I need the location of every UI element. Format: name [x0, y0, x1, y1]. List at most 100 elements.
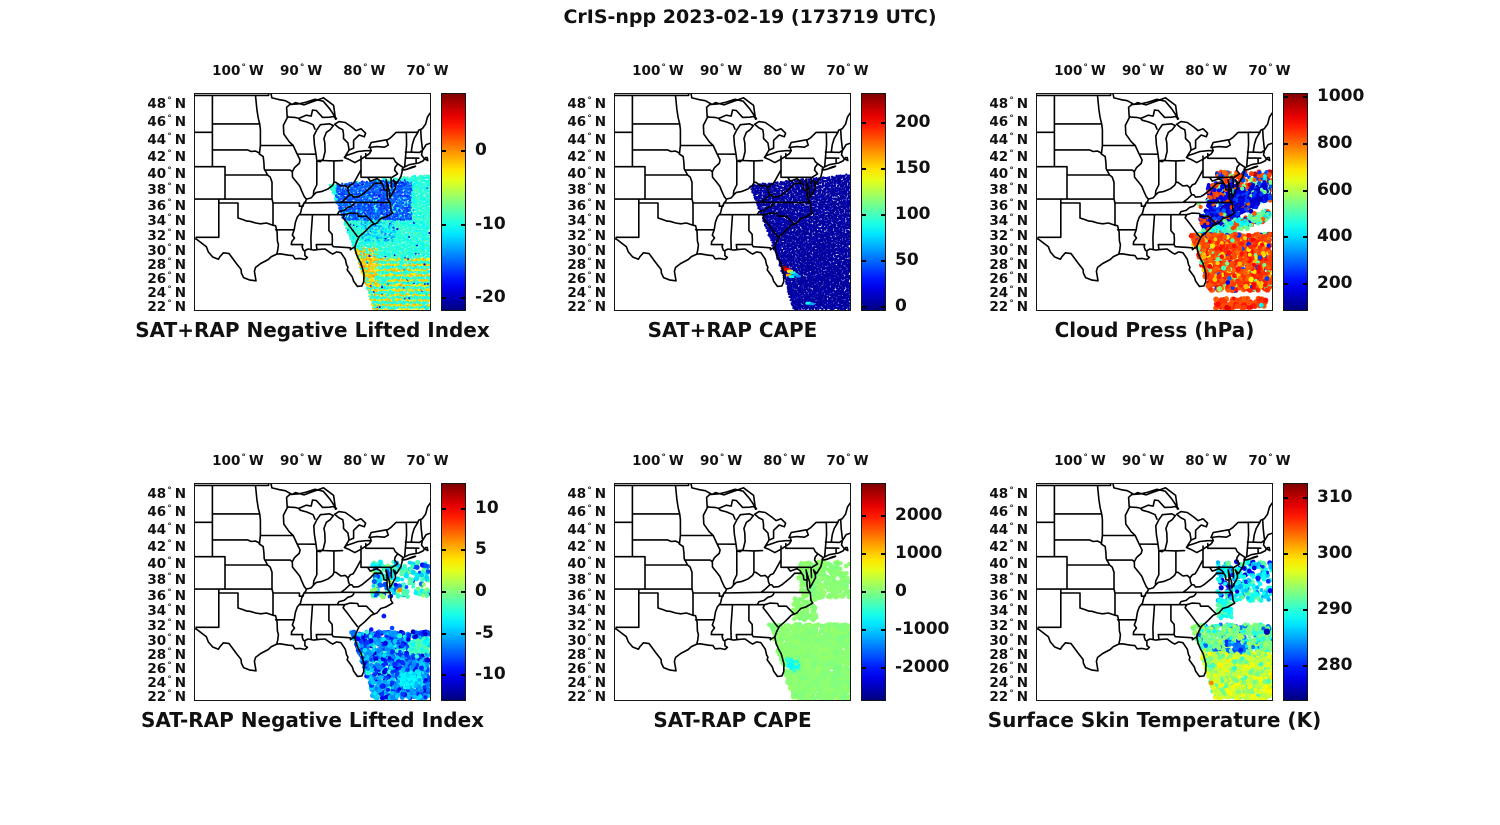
lat-tick-label: 26° N [989, 271, 1028, 288]
degree-symbol: ° [167, 556, 172, 567]
us-basemap [1037, 94, 1272, 288]
degree-symbol: ° [1009, 182, 1014, 193]
colorbar-tick-mark [461, 507, 465, 510]
degree-symbol: ° [1009, 213, 1014, 224]
lat-tick-label: 36° N [147, 587, 186, 604]
lat-tick-label: 38° N [147, 182, 186, 199]
colorbar-tick-mark [862, 121, 866, 124]
degree-symbol: ° [167, 633, 172, 643]
lat-tick-label: 44° N [567, 132, 606, 149]
colorbar-tick-mark [442, 297, 446, 300]
degree-symbol: ° [167, 228, 172, 239]
colorbar-tick-label: 2000 [895, 505, 943, 526]
lat-tick-label: 44° N [147, 522, 186, 539]
colorbar-tick-label: 0 [895, 296, 907, 317]
lat-tick-label: 22° N [567, 688, 606, 705]
degree-symbol: ° [587, 114, 592, 125]
degree-symbol: ° [1009, 572, 1014, 583]
lat-tick-label: 24° N [989, 285, 1028, 302]
lat-tick-label: 34° N [989, 213, 1028, 230]
degree-symbol: ° [587, 299, 592, 310]
lat-tick-label: 36° N [989, 197, 1028, 214]
lat-tick-label: 40° N [989, 166, 1028, 182]
panel-title: Surface Skin Temperature (K) [987, 708, 1322, 732]
degree-symbol: ° [782, 63, 788, 74]
colorbar-tick-mark [461, 591, 465, 593]
degree-symbol: ° [1083, 453, 1088, 464]
degree-symbol: ° [1009, 661, 1014, 672]
colorbar-tick-mark [1303, 497, 1307, 500]
degree-symbol: ° [1009, 197, 1014, 208]
lat-tick-label: 42° N [147, 149, 186, 166]
colorbar-tick-mark [1303, 236, 1307, 239]
degree-symbol: ° [167, 166, 172, 177]
degree-symbol: ° [587, 485, 592, 496]
lon-tick-label: 100° W [1054, 453, 1106, 469]
lat-tick-label: 46° N [989, 114, 1028, 131]
colorbar-tick-mark [461, 549, 465, 552]
lat-tick-label: 44° N [989, 132, 1028, 149]
colorbar-tick-label: -2000 [895, 656, 950, 677]
lat-tick-label: 30° N [147, 632, 186, 649]
lon-tick-label: 100° W [632, 63, 684, 79]
degree-symbol: ° [1204, 63, 1210, 74]
colorbar-tick-label: 280 [1317, 655, 1353, 676]
lat-tick-label: 46° N [147, 504, 186, 521]
colorbar-tick-label: -5 [475, 622, 494, 643]
lat-tick-label: 30° N [147, 242, 186, 259]
colorbar-tick-mark [1284, 189, 1288, 192]
colorbar-tick-label: 200 [895, 111, 931, 132]
degree-symbol: ° [587, 556, 592, 567]
degree-symbol: ° [846, 63, 851, 74]
colorbar-tick-mark [461, 150, 465, 153]
lat-tick-label: 36° N [989, 587, 1028, 604]
lat-tick-label: 34° N [147, 213, 186, 230]
lat-tick-label: 28° N [567, 257, 606, 274]
lat-tick-label: 22° N [989, 298, 1028, 315]
degree-symbol: ° [167, 661, 172, 672]
lat-tick-label: 38° N [147, 572, 186, 589]
lat-tick-label: 46° N [567, 114, 606, 131]
lat-tick-label: 28° N [147, 257, 186, 274]
panel-title: SAT-RAP Negative Lifted Index [140, 708, 485, 732]
lon-tick-label: 90° W [700, 453, 743, 469]
colorbar-tick-label: 0 [475, 581, 487, 601]
degree-symbol: ° [782, 453, 788, 464]
degree-symbol: ° [1204, 453, 1210, 464]
lon-tick-label: 80° W [1185, 453, 1228, 469]
degree-symbol: ° [1009, 166, 1014, 177]
colorbar-tick-mark [862, 213, 866, 216]
degree-symbol: ° [1009, 675, 1014, 686]
map-area [614, 483, 851, 701]
panel-title: SAT-RAP CAPE [653, 708, 812, 732]
lon-tick-label: 80° W [1185, 63, 1228, 79]
degree-symbol: ° [846, 453, 851, 464]
colorbar-tick-mark [442, 591, 446, 593]
degree-symbol: ° [167, 213, 172, 224]
colorbar-tick-mark [461, 297, 465, 300]
lat-tick-label: 32° N [147, 228, 186, 245]
degree-symbol: ° [241, 453, 246, 464]
lon-tick-label: 90° W [1122, 453, 1165, 469]
degree-symbol: ° [1141, 63, 1147, 74]
colorbar-tick-label: -1000 [895, 618, 950, 639]
colorbar-tick-mark [442, 507, 446, 510]
degree-symbol: ° [1009, 95, 1014, 106]
colorbar-tick-mark [1284, 283, 1288, 286]
degree-symbol: ° [1009, 618, 1014, 629]
us-basemap [1037, 484, 1272, 678]
lat-tick-label: 48° N [147, 95, 186, 112]
us-basemap [195, 484, 430, 678]
lat-tick-label: 34° N [989, 603, 1028, 620]
lat-tick-label: 44° N [567, 522, 606, 539]
degree-symbol: ° [587, 539, 592, 550]
lon-tick-label: 70° W [406, 453, 449, 469]
degree-symbol: ° [587, 285, 592, 296]
colorbar-tick-label: 800 [1317, 132, 1353, 153]
degree-symbol: ° [167, 572, 172, 583]
degree-symbol: ° [587, 132, 592, 143]
colorbar-tick-mark [881, 167, 885, 170]
degree-symbol: ° [1009, 114, 1014, 125]
lat-tick-label: 42° N [989, 149, 1028, 166]
map-area [1036, 93, 1273, 311]
